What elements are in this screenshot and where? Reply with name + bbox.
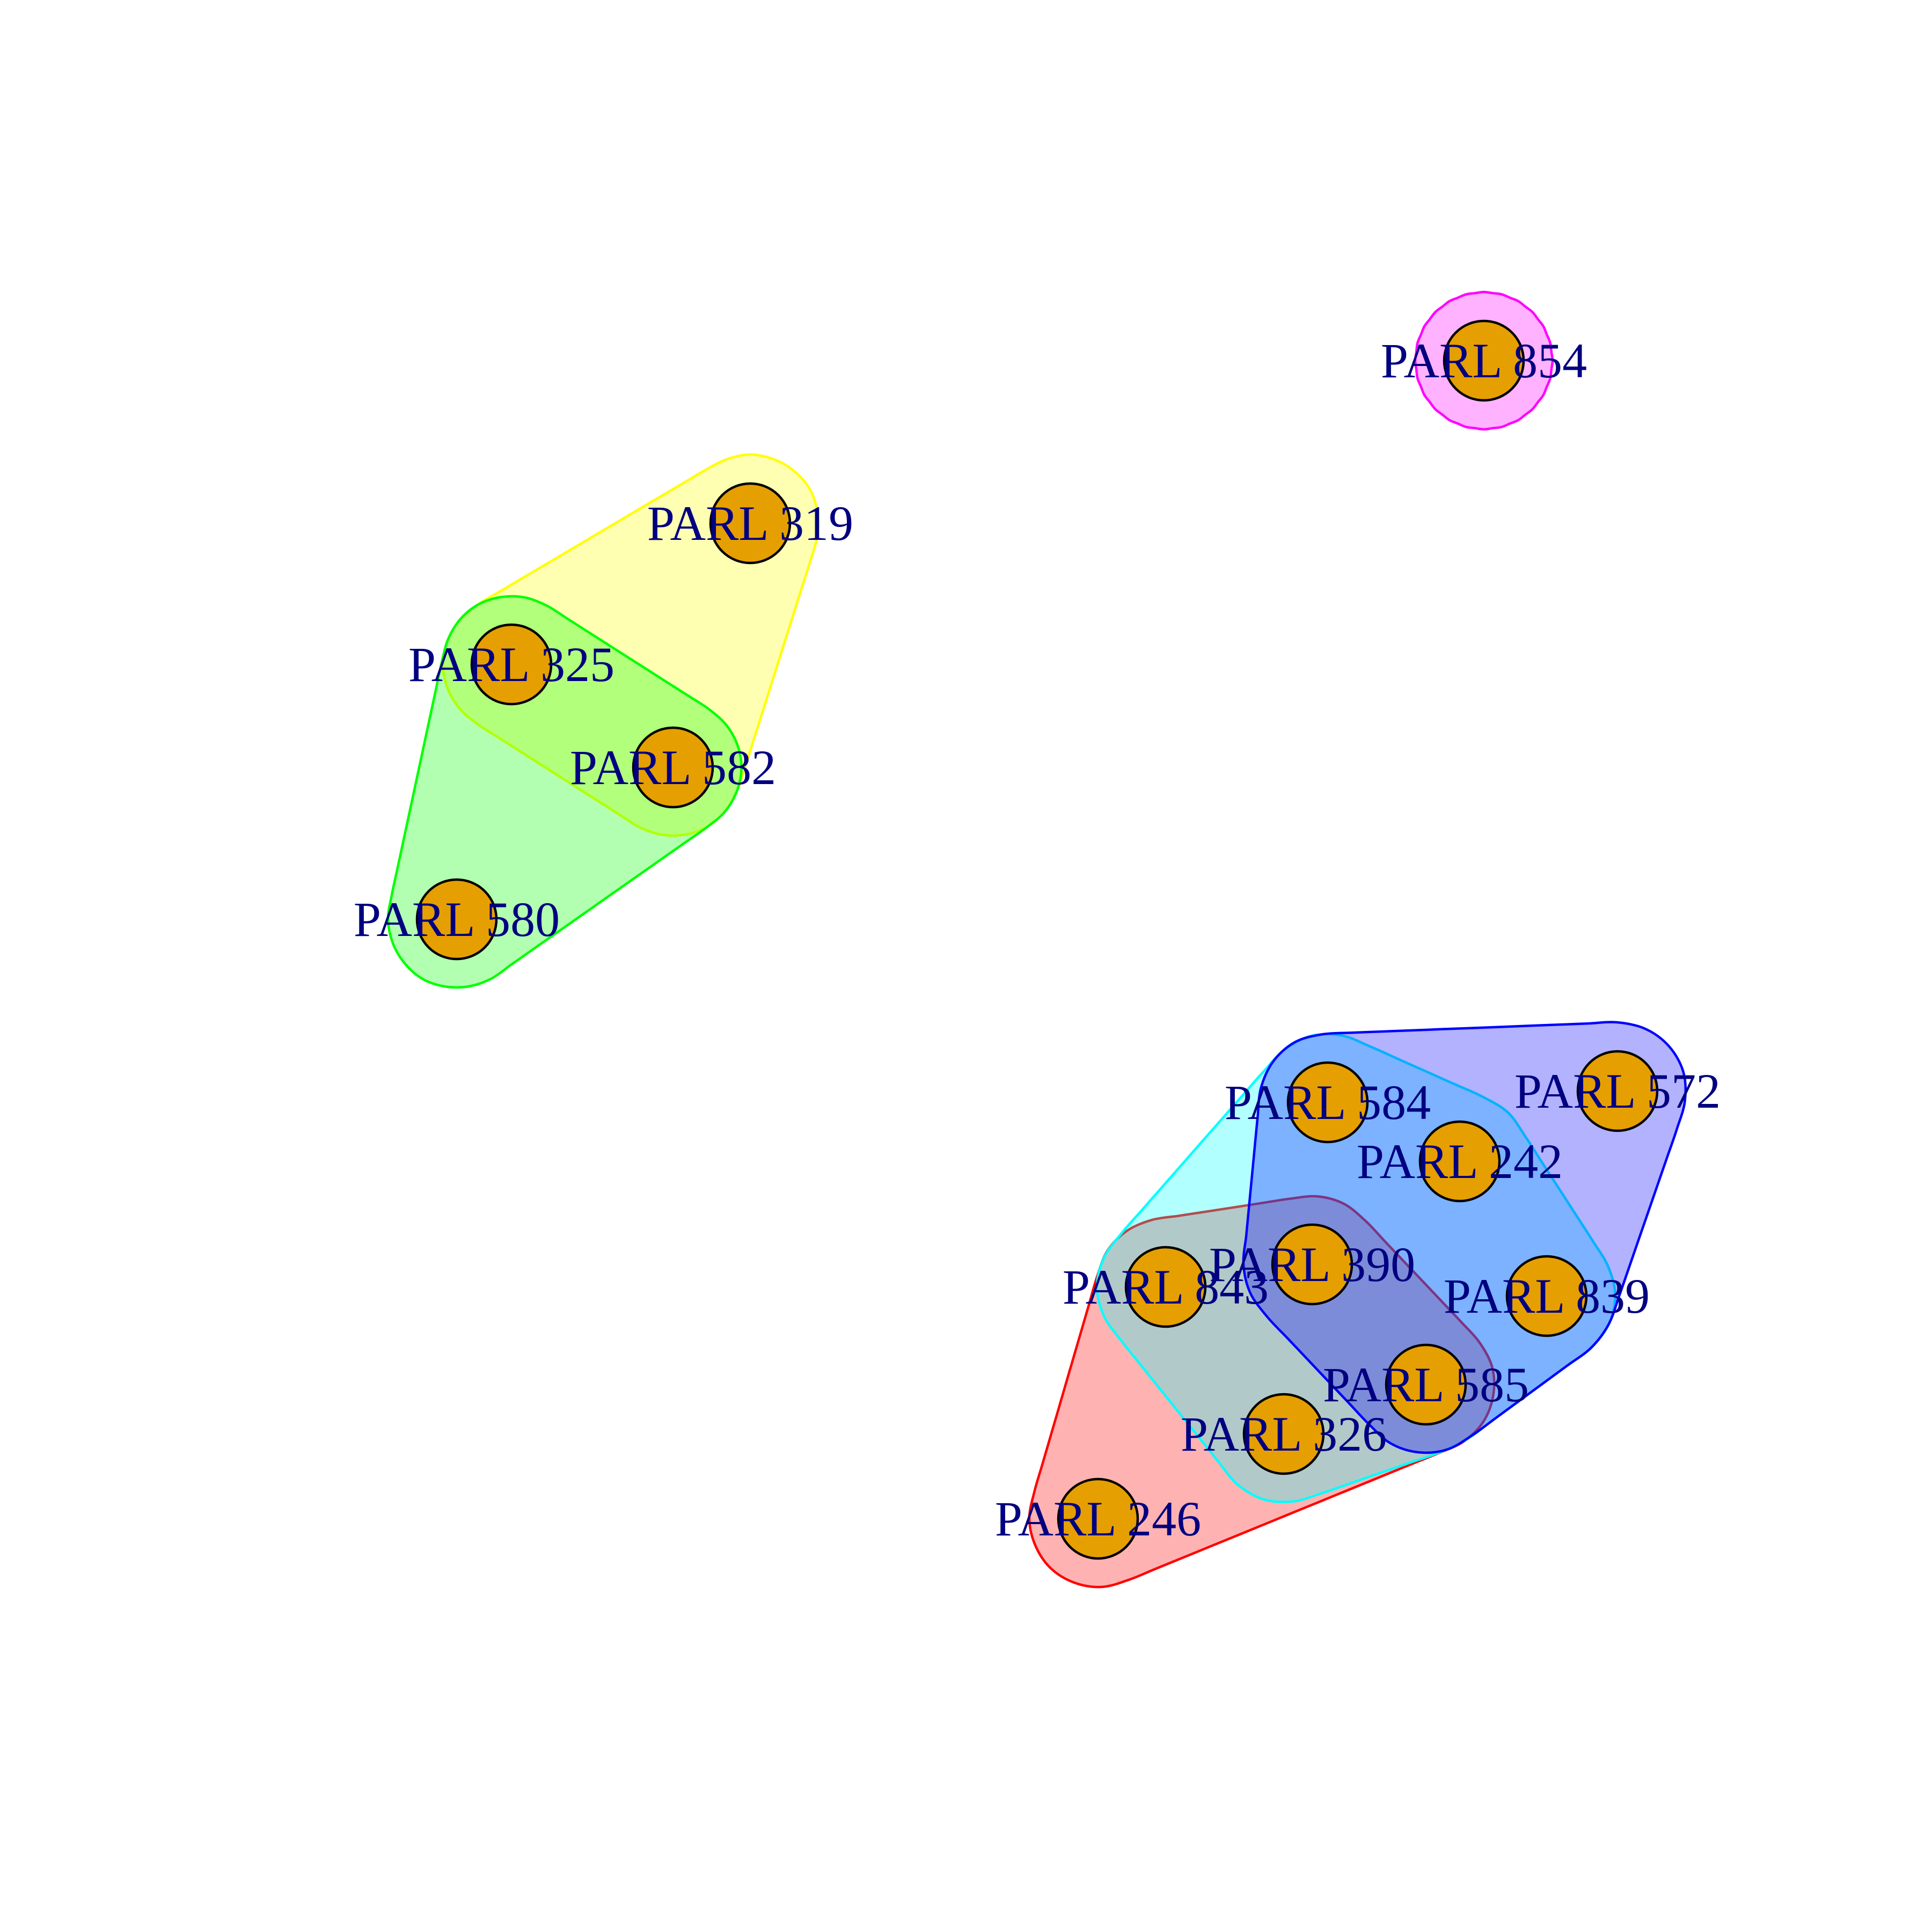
- node-label: PARL 582: [570, 740, 776, 795]
- node-label: PARL 854: [1381, 333, 1587, 388]
- node-label: PARL 319: [647, 496, 853, 551]
- nodes: [415, 319, 1659, 1560]
- node-parl-580: [415, 878, 498, 961]
- node-label: PARL 246: [995, 1491, 1201, 1546]
- node-parl-843: [1124, 1246, 1207, 1328]
- node-parl-246: [1057, 1477, 1139, 1560]
- node-label: PARL 390: [1209, 1237, 1415, 1292]
- node-parl-572: [1576, 1050, 1659, 1132]
- node-label: PARL 580: [354, 892, 560, 947]
- node-parl-319: [709, 482, 792, 565]
- node-parl-242: [1418, 1120, 1501, 1203]
- node-label: PARL 843: [1063, 1260, 1269, 1314]
- node-parl-839: [1505, 1255, 1588, 1337]
- node-label: PARL 839: [1444, 1269, 1650, 1323]
- node-parl-854: [1443, 319, 1525, 402]
- node-label: PARL 585: [1323, 1357, 1529, 1412]
- node-label: PARL 242: [1357, 1134, 1563, 1189]
- node-label: PARL 584: [1225, 1075, 1431, 1130]
- node-label: PARL 326: [1181, 1407, 1387, 1461]
- node-parl-326: [1242, 1393, 1325, 1475]
- node-parl-582: [632, 726, 714, 809]
- node-label: PARL 325: [408, 637, 614, 692]
- node-parl-390: [1271, 1223, 1353, 1306]
- node-labels: PARL 854 PARL 319 PARL 325 PARL 582 PARL 580…: [354, 333, 1721, 1546]
- node-parl-325: [470, 623, 553, 706]
- node-label: PARL 572: [1514, 1064, 1721, 1118]
- node-parl-585: [1385, 1343, 1467, 1426]
- node-parl-584: [1286, 1061, 1369, 1144]
